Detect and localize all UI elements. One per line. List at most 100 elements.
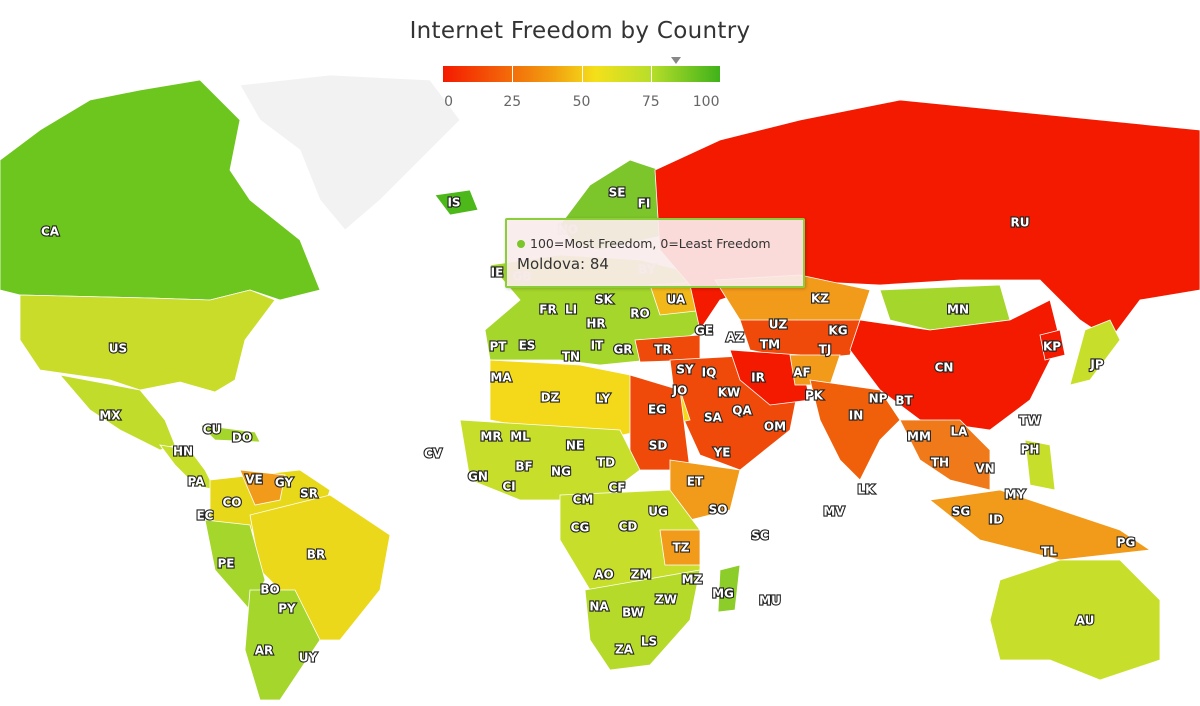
country-label-hn[interactable]: HN [172,443,194,459]
country-label-pg[interactable]: PG [1116,534,1137,550]
region-horn[interactable] [669,459,741,521]
country-label-au[interactable]: AU [1075,612,1096,628]
country-label-pt[interactable]: PT [488,338,508,354]
country-label-my[interactable]: MY [1004,486,1027,502]
country-label-th[interactable]: TH [930,454,950,470]
country-label-mr[interactable]: MR [479,428,502,444]
country-label-cn[interactable]: CN [933,359,954,375]
country-label-kg[interactable]: KG [827,322,848,338]
region-cn[interactable] [849,299,1061,431]
country-label-bf[interactable]: BF [514,458,534,474]
country-label-ec[interactable]: EC [195,507,214,523]
country-label-cd[interactable]: CD [618,518,639,534]
country-label-eg[interactable]: EG [647,401,667,417]
region-kp[interactable] [1039,329,1066,361]
region-in[interactable] [809,379,901,481]
country-label-bt[interactable]: BT [894,392,914,408]
country-label-mn[interactable]: MN [946,301,970,317]
region-ph[interactable] [1024,439,1056,491]
country-label-na[interactable]: NA [588,598,610,614]
country-label-ar[interactable]: AR [254,642,275,658]
country-label-sd[interactable]: SD [648,437,669,453]
region-southern-africa[interactable] [584,569,701,671]
region-is[interactable] [434,189,479,216]
country-label-ie[interactable]: IE [490,264,505,280]
country-label-tn[interactable]: TN [561,348,581,364]
region-br[interactable] [249,494,391,641]
country-label-mm[interactable]: MM [906,428,932,444]
country-label-np[interactable]: NP [867,390,888,406]
country-label-cv[interactable]: CV [423,445,444,461]
country-label-sy[interactable]: SY [675,361,695,377]
country-label-ml[interactable]: ML [509,428,531,444]
country-label-az[interactable]: AZ [725,329,745,345]
country-label-pa[interactable]: PA [186,473,206,489]
country-label-af[interactable]: AF [792,364,812,380]
region-us[interactable] [19,289,276,393]
country-label-tl[interactable]: TL [1040,543,1058,559]
country-label-us[interactable]: US [108,340,129,356]
region-se-asia[interactable] [899,419,991,491]
country-label-ru[interactable]: RU [1009,214,1030,230]
region-au[interactable] [989,559,1161,681]
country-label-uy[interactable]: UY [298,649,319,665]
country-label-bo[interactable]: BO [259,581,281,597]
country-label-ge[interactable]: GE [694,322,714,338]
country-label-pe[interactable]: PE [216,555,235,571]
country-label-tz[interactable]: TZ [671,539,690,555]
country-label-vn[interactable]: VN [974,460,996,476]
country-label-is[interactable]: IS [446,194,461,210]
country-label-uz[interactable]: UZ [768,316,789,332]
country-label-gr[interactable]: GR [612,341,633,357]
country-label-gy[interactable]: GY [274,474,295,490]
country-label-ne[interactable]: NE [565,437,585,453]
country-label-ug[interactable]: UG [647,503,669,519]
country-label-jp[interactable]: JP [1088,356,1105,372]
country-label-zw[interactable]: ZW [654,591,678,607]
country-label-iq[interactable]: IQ [701,364,718,380]
region-mg[interactable] [717,564,741,613]
region-indonesia[interactable] [929,489,1152,561]
country-label-py[interactable]: PY [277,600,297,616]
country-label-ng[interactable]: NG [550,463,572,479]
country-label-cg[interactable]: CG [570,519,591,535]
country-label-ve[interactable]: VE [244,471,264,487]
country-label-co[interactable]: CO [221,494,242,510]
country-label-ca[interactable]: CA [40,223,61,239]
country-label-do[interactable]: DO [231,429,253,445]
country-label-mx[interactable]: MX [98,407,122,423]
country-label-tj[interactable]: TJ [818,341,833,357]
country-label-sg[interactable]: SG [951,503,972,519]
country-label-in[interactable]: IN [848,407,865,423]
country-label-tw[interactable]: TW [1018,412,1042,428]
country-label-cm[interactable]: CM [572,491,595,507]
country-label-kw[interactable]: KW [717,384,742,400]
region-greenland[interactable] [239,74,461,231]
country-label-kp[interactable]: KP [1042,338,1062,354]
country-label-hr[interactable]: HR [585,315,606,331]
country-label-la[interactable]: LA [949,423,969,439]
country-label-fr[interactable]: FR [538,301,558,317]
country-label-ye[interactable]: YE [711,444,731,460]
country-label-ao[interactable]: AO [593,566,615,582]
country-label-se[interactable]: SE [607,184,626,200]
region-ir[interactable] [729,349,811,406]
country-label-bw[interactable]: BW [621,604,645,620]
country-label-es[interactable]: ES [517,337,536,353]
country-label-fi[interactable]: FI [637,195,652,211]
country-label-sc[interactable]: SC [750,527,770,543]
country-label-ir[interactable]: IR [750,369,766,385]
country-label-tm[interactable]: TM [759,336,781,352]
country-label-li[interactable]: LI [564,301,578,317]
country-label-ph[interactable]: PH [1019,441,1040,457]
country-label-sk[interactable]: SK [594,291,615,307]
country-label-et[interactable]: ET [686,473,705,489]
country-label-jo[interactable]: JO [671,382,689,398]
country-label-ro[interactable]: RO [629,305,651,321]
country-label-tr[interactable]: TR [653,341,673,357]
country-label-lk[interactable]: LK [856,481,876,497]
country-label-zm[interactable]: ZM [630,566,653,582]
country-label-mv[interactable]: MV [822,503,846,519]
country-label-ma[interactable]: MA [489,369,513,385]
